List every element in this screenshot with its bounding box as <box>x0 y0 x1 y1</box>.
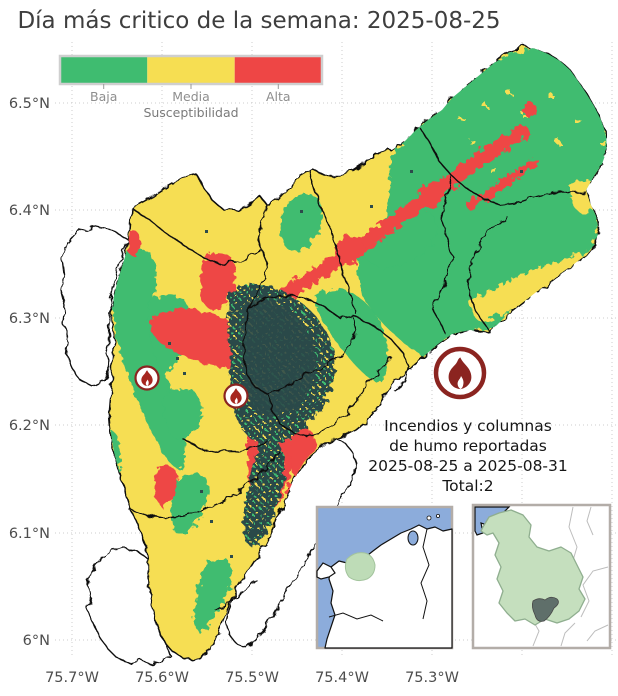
xtick-75-3: 75.3°W <box>405 670 459 686</box>
ytick-6-3: 6.3°N <box>9 311 50 327</box>
legend-label-alta: Alta <box>266 89 291 104</box>
x-axis: 75.7°W 75.6°W 75.5°W 75.4°W 75.3°W <box>45 670 459 686</box>
legend-swatch-baja <box>60 56 148 84</box>
ytick-6-0: 6°N <box>23 633 50 649</box>
legend-swatch-media <box>147 56 235 84</box>
legend-label-media: Media <box>172 89 210 104</box>
ytick-6-5: 6.5°N <box>9 96 50 112</box>
xtick-75-7: 75.7°W <box>45 670 99 686</box>
y-axis: 6.5°N 6.4°N 6.3°N 6.2°N 6.1°N 6°N <box>9 96 50 649</box>
legend-title: Susceptibilidad <box>143 105 238 120</box>
ytick-6-1: 6.1°N <box>9 526 50 542</box>
inset2-antioquia-shape <box>480 509 586 626</box>
inset-colombia-locator <box>315 505 454 650</box>
annotation-line-3: 2025-08-25 a 2025-08-31 <box>368 457 568 475</box>
page-title: Día más critico de la semana: 2025-08-25 <box>17 8 500 34</box>
susceptibility-map <box>60 45 608 665</box>
xtick-75-6: 75.6°W <box>135 670 189 686</box>
ytick-6-4: 6.4°N <box>9 203 50 219</box>
inset1-geometry <box>316 514 453 649</box>
annotation-line-2: de humo reportadas <box>389 437 547 455</box>
annotation-line-1: Incendios y columnas <box>384 417 552 435</box>
annotation-total: Total:2 <box>441 477 493 495</box>
raster-urban-dark <box>227 283 335 546</box>
inset-antioquia-locator <box>471 503 612 650</box>
legend: Baja Media Alta Susceptibilidad <box>58 54 324 120</box>
fire-markers <box>134 365 249 409</box>
fire-report-annotation: Incendios y columnas de humo reportadas … <box>368 346 568 495</box>
xtick-75-4: 75.4°W <box>315 670 369 686</box>
legend-swatch-alta <box>234 56 322 84</box>
municipality-west <box>60 225 130 387</box>
inset2-geometry <box>474 506 609 647</box>
fire-marker <box>134 365 160 391</box>
ytick-6-2: 6.2°N <box>9 418 50 434</box>
municipality-borders <box>129 127 586 611</box>
inset1-antioquia-highlight <box>344 552 376 582</box>
inset2-neighbor-borders <box>530 506 609 647</box>
legend-label-baja: Baja <box>90 89 117 104</box>
legend-ticks <box>103 84 279 89</box>
xtick-75-5: 75.5°W <box>225 670 279 686</box>
fire-marker <box>223 383 249 409</box>
inset2-study-area <box>531 596 559 622</box>
